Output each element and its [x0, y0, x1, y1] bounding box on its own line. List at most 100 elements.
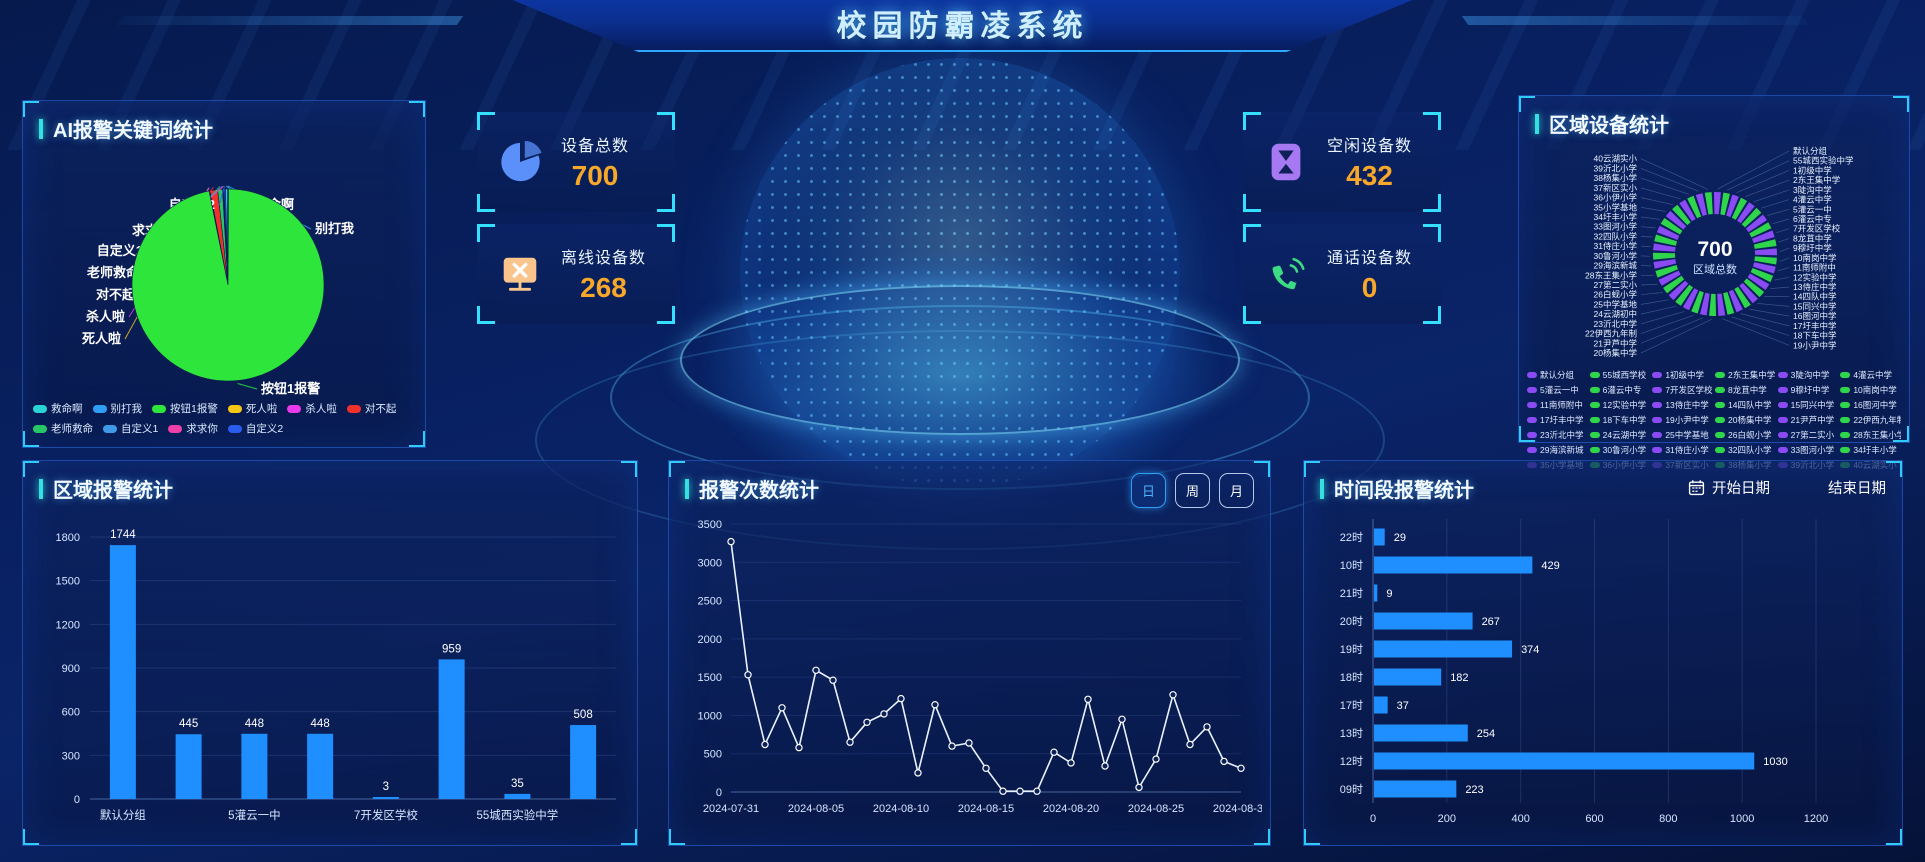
donut-callout-line: [1640, 314, 1694, 334]
category-label: 22时: [1339, 531, 1362, 544]
donut-callout-label: 30鲁河小学: [1594, 251, 1638, 261]
donut-total-label: 区域总数: [1693, 262, 1737, 276]
legend-item[interactable]: 29海滨新城: [1527, 444, 1588, 456]
calendar-icon: [1688, 480, 1705, 496]
globe-sphere: [740, 58, 1180, 488]
legend-item[interactable]: 默认分组: [1527, 369, 1588, 381]
legend-swatch: [1715, 417, 1725, 423]
legend-item[interactable]: 对不起: [346, 401, 397, 416]
donut-callout-line: [1640, 177, 1690, 195]
date-picker-row: 开始日期 结束日期: [1688, 477, 1886, 498]
legend-swatch: [1527, 417, 1537, 423]
legend-item[interactable]: 9穆圩中学: [1777, 384, 1839, 396]
end-date-picker[interactable]: 结束日期: [1828, 477, 1886, 498]
legend-item[interactable]: 20杨集中学: [1715, 414, 1776, 426]
legend-item[interactable]: 17圩丰中学: [1527, 414, 1588, 426]
legend-item[interactable]: 21尹芦中学: [1777, 414, 1839, 426]
legend-swatch: [1589, 447, 1600, 453]
panel-title: 区域设备统计: [1519, 96, 1909, 142]
legend-item[interactable]: 自定义2: [227, 421, 283, 436]
axis-tick-label: 2024-08-25: [1128, 803, 1184, 815]
legend-item[interactable]: 31侍庄小学: [1652, 444, 1713, 456]
start-date-picker[interactable]: 开始日期: [1688, 477, 1770, 498]
legend-swatch: [1840, 402, 1851, 408]
legend-item[interactable]: 10南岗中学: [1840, 384, 1901, 396]
legend-item[interactable]: 1初级中学: [1652, 369, 1713, 381]
pie-callout-label: 对不起: [96, 287, 136, 302]
legend-item[interactable]: 老师救命: [33, 421, 93, 436]
legend-item[interactable]: 34圩丰小学: [1840, 444, 1901, 456]
category-label: 10时: [1339, 559, 1362, 572]
data-point: [948, 742, 956, 750]
legend-swatch: [1527, 447, 1537, 453]
legend-item[interactable]: 6灌云中专: [1589, 384, 1651, 396]
legend-label: 16图河中学: [1853, 400, 1897, 410]
legend-item[interactable]: 33图河小学: [1777, 444, 1839, 456]
stat-card-offline-devices: 离线设备数 268: [477, 224, 675, 324]
donut-callout-label: 20杨集中学: [1594, 348, 1638, 358]
legend-item[interactable]: 19小尹中学: [1652, 414, 1713, 426]
donut-callout-line: [1640, 168, 1699, 192]
data-point: [1135, 783, 1143, 792]
legend-item[interactable]: 30鲁河小学: [1589, 444, 1651, 456]
donut-callout-label: 1初级中学: [1793, 165, 1832, 175]
legend-item[interactable]: 别打我: [92, 401, 142, 416]
legend-item[interactable]: 2东王集中学: [1715, 369, 1776, 381]
legend-item[interactable]: 25中学基地: [1652, 429, 1713, 441]
bar: [570, 725, 597, 799]
data-point: [1169, 691, 1177, 699]
legend-item[interactable]: 求求你: [168, 421, 218, 436]
legend-label: 21尹芦中学: [1790, 415, 1835, 425]
legend-item[interactable]: 11南师附中: [1527, 399, 1588, 411]
legend-item[interactable]: 12实验中学: [1589, 399, 1651, 411]
legend-item[interactable]: 18下车中学: [1589, 414, 1651, 426]
legend-item[interactable]: 23沂北中学: [1527, 429, 1588, 441]
legend-item[interactable]: 26白蚬小学: [1715, 429, 1776, 441]
legend-label: 对不起: [364, 403, 397, 415]
range-button-month[interactable]: 月: [1219, 473, 1254, 508]
panel-header: 时间段报警统计 开始日期 结束日期: [1304, 461, 1902, 507]
axis-tick-label: 3000: [698, 557, 722, 569]
phone-icon: [1263, 251, 1309, 297]
donut-callout-label: 13侍庄中学: [1793, 282, 1837, 292]
legend-item[interactable]: 7开发区学校: [1652, 384, 1713, 396]
legend-item[interactable]: 22伊西九年制: [1840, 414, 1901, 426]
legend-label: 2东王集中学: [1728, 370, 1776, 380]
legend-item[interactable]: 5灌云一中: [1527, 384, 1588, 396]
donut-callout-label: 15同兴中学: [1793, 301, 1837, 311]
legend-item[interactable]: 24云湖中学: [1589, 429, 1651, 441]
legend-swatch: [1652, 432, 1663, 438]
legend-item[interactable]: 4灌云中学: [1840, 369, 1901, 381]
page-title: 校园防霸凌系统: [836, 10, 1089, 43]
legend-item[interactable]: 14四队中学: [1715, 399, 1776, 411]
donut-segment: [1682, 288, 1699, 311]
donut-callout-label: 36小伊小学: [1594, 193, 1638, 203]
legend-item[interactable]: 杀人啦: [287, 401, 337, 416]
title-accent-bar: [685, 478, 689, 499]
donut-callout-line: [1640, 187, 1681, 200]
legend-swatch: [1589, 417, 1600, 423]
range-button-day[interactable]: 日: [1131, 473, 1166, 508]
donut-callout-line: [1736, 170, 1790, 194]
legend-item[interactable]: 按钮1报警: [152, 401, 218, 416]
axis-tick-label: 500: [704, 749, 722, 761]
data-point: [914, 769, 922, 777]
legend-item[interactable]: 55城西学校: [1589, 369, 1651, 381]
legend-item[interactable]: 28东王集小学: [1840, 429, 1901, 441]
legend-item[interactable]: 救命啊: [33, 401, 83, 416]
legend-swatch: [1715, 372, 1725, 378]
legend-item[interactable]: 死人啦: [227, 401, 277, 416]
legend-item[interactable]: 15同兴中学: [1777, 399, 1839, 411]
donut-callout-label: 33图河小学: [1594, 222, 1638, 232]
panel-title-text: 区域报警统计: [53, 480, 173, 502]
keywords-pie-chart: 死人啦杀人啦对不起老师救命自定义1求求你自定义2救命啊别打我按钮1报警: [82, 185, 354, 396]
range-button-week[interactable]: 周: [1175, 473, 1210, 508]
legend-item[interactable]: 自定义1: [103, 421, 158, 436]
legend-item[interactable]: 8龙苴中学: [1715, 384, 1776, 396]
legend-swatch: [1715, 432, 1725, 438]
legend-item[interactable]: 13侍庄中学: [1652, 399, 1713, 411]
legend-item[interactable]: 3陡沟中学: [1777, 369, 1839, 381]
legend-item[interactable]: 27第二实小: [1777, 429, 1839, 441]
legend-item[interactable]: 32四队小学: [1715, 444, 1776, 456]
legend-item[interactable]: 16图河中学: [1840, 399, 1901, 411]
